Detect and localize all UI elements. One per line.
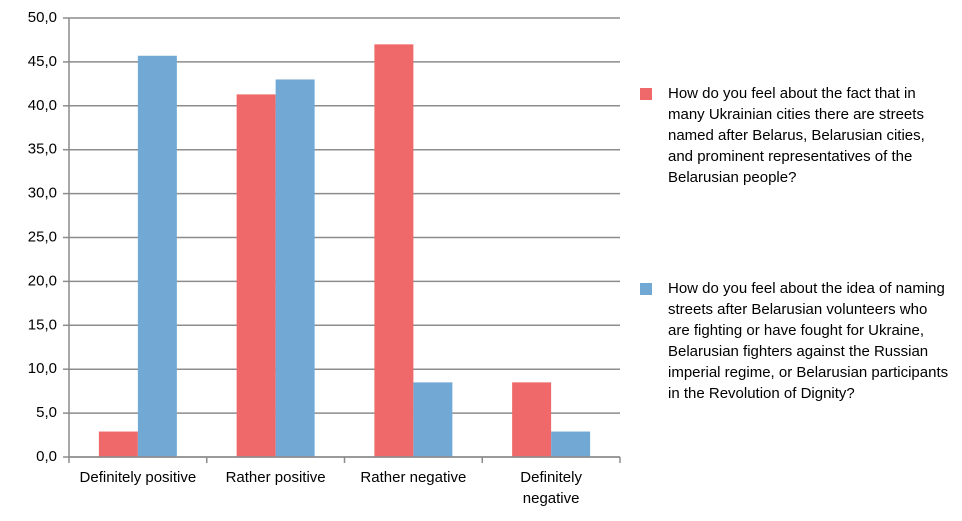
- x-tick-label: Rather positive: [225, 469, 326, 486]
- y-tick-label: 0,0: [36, 448, 57, 465]
- bar: [275, 79, 315, 458]
- bar: [236, 94, 276, 458]
- y-tick-label: 45,0: [28, 53, 57, 70]
- bar: [137, 55, 177, 458]
- bar: [374, 44, 414, 458]
- legend-entry: How do you feel about the fact that in m…: [640, 83, 950, 188]
- x-tick-label: Definitely negative: [520, 469, 582, 507]
- y-tick-label: 15,0: [28, 316, 57, 333]
- bar: [413, 382, 453, 457]
- y-tick-label: 30,0: [28, 185, 57, 202]
- y-tick-label: 25,0: [28, 228, 57, 245]
- legend-label: How do you feel about the idea of naming…: [668, 280, 949, 402]
- bar: [512, 382, 552, 457]
- legend-label: How do you feel about the fact that in m…: [668, 85, 925, 186]
- legend-entry: How do you feel about the idea of naming…: [640, 278, 950, 404]
- legend-swatch: [640, 283, 652, 295]
- y-tick-label: 35,0: [28, 141, 57, 158]
- legend-swatch: [640, 88, 652, 100]
- y-tick-label: 40,0: [28, 97, 57, 114]
- x-tick-label: Definitely positive: [79, 469, 197, 486]
- y-tick-label: 20,0: [28, 272, 57, 289]
- bar: [98, 431, 138, 457]
- bar: [551, 431, 591, 457]
- x-tick-label: Rather negative: [360, 469, 467, 486]
- y-tick-label: 50,0: [28, 9, 57, 26]
- y-tick-label: 10,0: [28, 360, 57, 377]
- y-tick-label: 5,0: [36, 404, 57, 421]
